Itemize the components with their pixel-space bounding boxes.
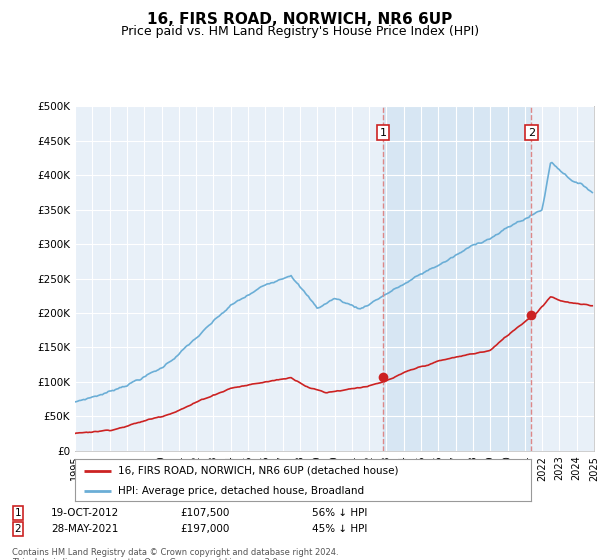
Text: £197,000: £197,000 [180,524,229,534]
Text: 2: 2 [14,524,22,534]
Bar [383,106,531,451]
Text: 19-OCT-2012: 19-OCT-2012 [51,508,119,518]
Text: 1: 1 [14,508,22,518]
Text: 45% ↓ HPI: 45% ↓ HPI [312,524,367,534]
Text: HPI: Average price, detached house, Broadland: HPI: Average price, detached house, Broa… [118,486,364,496]
Text: £107,500: £107,500 [180,508,229,518]
Text: 56% ↓ HPI: 56% ↓ HPI [312,508,367,518]
Text: 28-MAY-2021: 28-MAY-2021 [51,524,118,534]
Text: 16, FIRS ROAD, NORWICH, NR6 6UP (detached house): 16, FIRS ROAD, NORWICH, NR6 6UP (detache… [118,466,399,476]
Text: 16, FIRS ROAD, NORWICH, NR6 6UP: 16, FIRS ROAD, NORWICH, NR6 6UP [148,12,452,27]
Text: 1: 1 [379,128,386,138]
Text: Contains HM Land Registry data © Crown copyright and database right 2024.
This d: Contains HM Land Registry data © Crown c… [12,548,338,560]
Text: 2: 2 [527,128,535,138]
Text: Price paid vs. HM Land Registry's House Price Index (HPI): Price paid vs. HM Land Registry's House … [121,25,479,38]
